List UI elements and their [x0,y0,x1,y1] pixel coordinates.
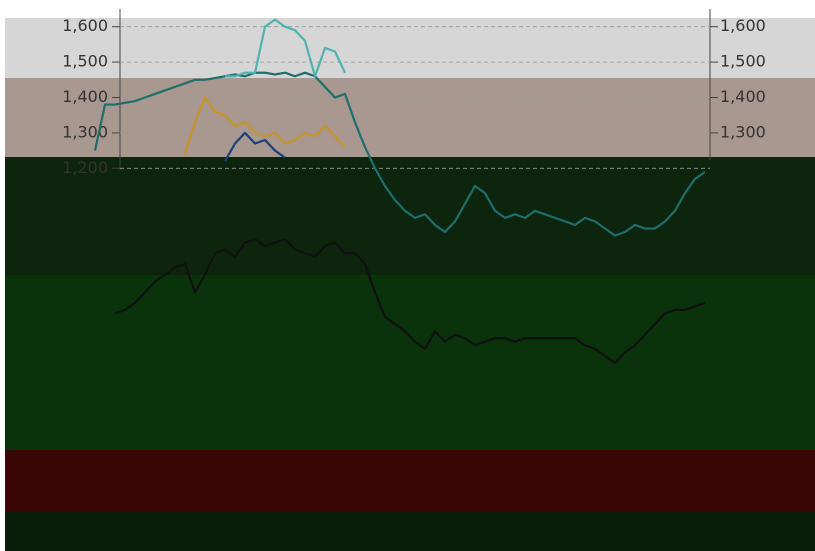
line-series [114,238,706,365]
y2-tick-label: 1,300 [720,122,766,141]
plot: 1,200 1,300 1,400 1,500 1,600 1,300 1,400 1,500… [62,9,766,365]
y-tick-label: 1,500 [62,52,108,71]
line-series [183,96,346,155]
y-tick-label: 1,300 [62,122,108,141]
y-tick-label: 1,200 [62,158,108,177]
line-series [93,71,706,237]
y-tick-label: 1,600 [62,16,108,35]
y-tick-label: 1,400 [62,87,108,106]
line-series [224,131,286,162]
line-series [225,18,346,78]
y2-tick-label: 1,500 [720,52,766,71]
y2-tick-label: 1,400 [720,87,766,106]
y2-tick-label: 1,600 [720,16,766,35]
